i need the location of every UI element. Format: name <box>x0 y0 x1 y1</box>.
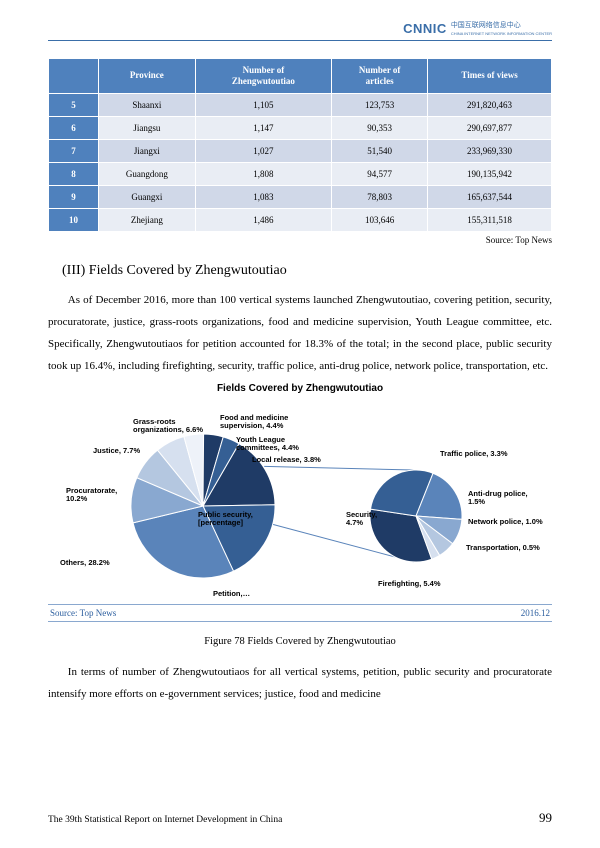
cell-province: Jiangsu <box>99 116 196 139</box>
cell-province: Guangxi <box>99 185 196 208</box>
pie-label: Anti-drug police,1.5% <box>468 490 528 507</box>
table-row: 9Guangxi1,08378,803165,637,544 <box>49 185 552 208</box>
table-row: 8Guangdong1,80894,577190,135,942 <box>49 162 552 185</box>
cell-zwtt: 1,486 <box>195 208 332 231</box>
logo-sub-cn: 中国互联网络信息中心 <box>451 22 521 29</box>
footer-report-title: The 39th Statistical Report on Internet … <box>48 815 282 825</box>
logo-brand: CNNIC <box>403 21 447 36</box>
cell-views: 291,820,463 <box>428 93 552 116</box>
table-header-row: Province Number of Zhengwutoutiao Number… <box>49 59 552 94</box>
cell-articles: 123,753 <box>332 93 428 116</box>
th-zwtt: Number of Zhengwutoutiao <box>195 59 332 94</box>
cell-articles: 94,577 <box>332 162 428 185</box>
cell-province: Shaanxi <box>99 93 196 116</box>
pie-label: Public security,[percentage] <box>198 511 253 528</box>
cell-zwtt: 1,147 <box>195 116 332 139</box>
cell-articles: 90,353 <box>332 116 428 139</box>
cell-articles: 103,646 <box>332 208 428 231</box>
cell-province: Guangdong <box>99 162 196 185</box>
cell-zwtt: 1,027 <box>195 139 332 162</box>
pie-chart: Public security,[percentage] Petition,… Ot… <box>48 394 552 604</box>
table-row: 10Zhejiang1,486103,646155,311,518 <box>49 208 552 231</box>
page-number: 99 <box>539 810 552 826</box>
section-heading: (III) Fields Covered by Zhengwutoutiao <box>62 263 552 279</box>
logo: CNNIC 中国互联网络信息中心 CHINA INTERNET NETWORK … <box>403 20 552 37</box>
pie-label: Local release, 3.8% <box>252 456 321 464</box>
pie-label: Others, 28.2% <box>60 559 110 567</box>
pie-label: Petition,… <box>213 590 250 598</box>
row-index: 8 <box>49 162 99 185</box>
row-index: 10 <box>49 208 99 231</box>
cell-zwtt: 1,105 <box>195 93 332 116</box>
pie-label: Food and medicinesupervision, 4.4% <box>220 414 288 431</box>
pie-label: Grass-rootsorganizations, 6.6% <box>133 418 203 435</box>
figure-caption: Figure 78 Fields Covered by Zhengwutouti… <box>48 636 552 647</box>
cell-province: Zhejiang <box>99 208 196 231</box>
th-province: Province <box>99 59 196 94</box>
th-articles: Number of articles <box>332 59 428 94</box>
cell-articles: 51,540 <box>332 139 428 162</box>
cell-zwtt: 1,808 <box>195 162 332 185</box>
th-views: Times of views <box>428 59 552 94</box>
table-source: Source: Top News <box>48 235 552 245</box>
header-rule <box>48 40 552 41</box>
cell-views: 155,311,518 <box>428 208 552 231</box>
row-index: 9 <box>49 185 99 208</box>
cell-articles: 78,803 <box>332 185 428 208</box>
chart-date: 2016.12 <box>521 608 550 618</box>
page-footer: The 39th Statistical Report on Internet … <box>48 810 552 826</box>
row-index: 7 <box>49 139 99 162</box>
pie-label: Transportation, 0.5% <box>466 544 540 552</box>
table-row: 6Jiangsu1,14790,353290,697,877 <box>49 116 552 139</box>
th-blank <box>49 59 99 94</box>
pie-label: Network police, 1.0% <box>468 518 543 526</box>
pie-label: Traffic police, 3.3% <box>440 450 508 458</box>
connector-line <box>264 466 414 470</box>
chart-source: Source: Top News <box>50 608 116 618</box>
cell-zwtt: 1,083 <box>195 185 332 208</box>
table-row: 5Shaanxi1,105123,753291,820,463 <box>49 93 552 116</box>
paragraph-2: In terms of number of Zhengwutoutiaos fo… <box>48 661 552 705</box>
row-index: 5 <box>49 93 99 116</box>
province-table: Province Number of Zhengwutoutiao Number… <box>48 58 552 232</box>
pie-label: Procuratorate,10.2% <box>66 487 117 504</box>
chart-title: Fields Covered by Zhengwutoutiao <box>48 383 552 394</box>
pie-label: Youth Leaguecommittees, 4.4% <box>236 436 299 453</box>
cell-views: 190,135,942 <box>428 162 552 185</box>
pie-label: Justice, 7.7% <box>93 447 140 455</box>
row-index: 6 <box>49 116 99 139</box>
cell-views: 165,637,544 <box>428 185 552 208</box>
cell-province: Jiangxi <box>99 139 196 162</box>
cell-views: 233,969,330 <box>428 139 552 162</box>
paragraph-1: As of December 2016, more than 100 verti… <box>48 289 552 377</box>
logo-sub-en: CHINA INTERNET NETWORK INFORMATION CENTE… <box>451 31 552 36</box>
pie-label: Security,4.7% <box>346 511 377 528</box>
cell-views: 290,697,877 <box>428 116 552 139</box>
pie-label: Firefighting, 5.4% <box>378 580 441 588</box>
table-row: 7Jiangxi1,02751,540233,969,330 <box>49 139 552 162</box>
